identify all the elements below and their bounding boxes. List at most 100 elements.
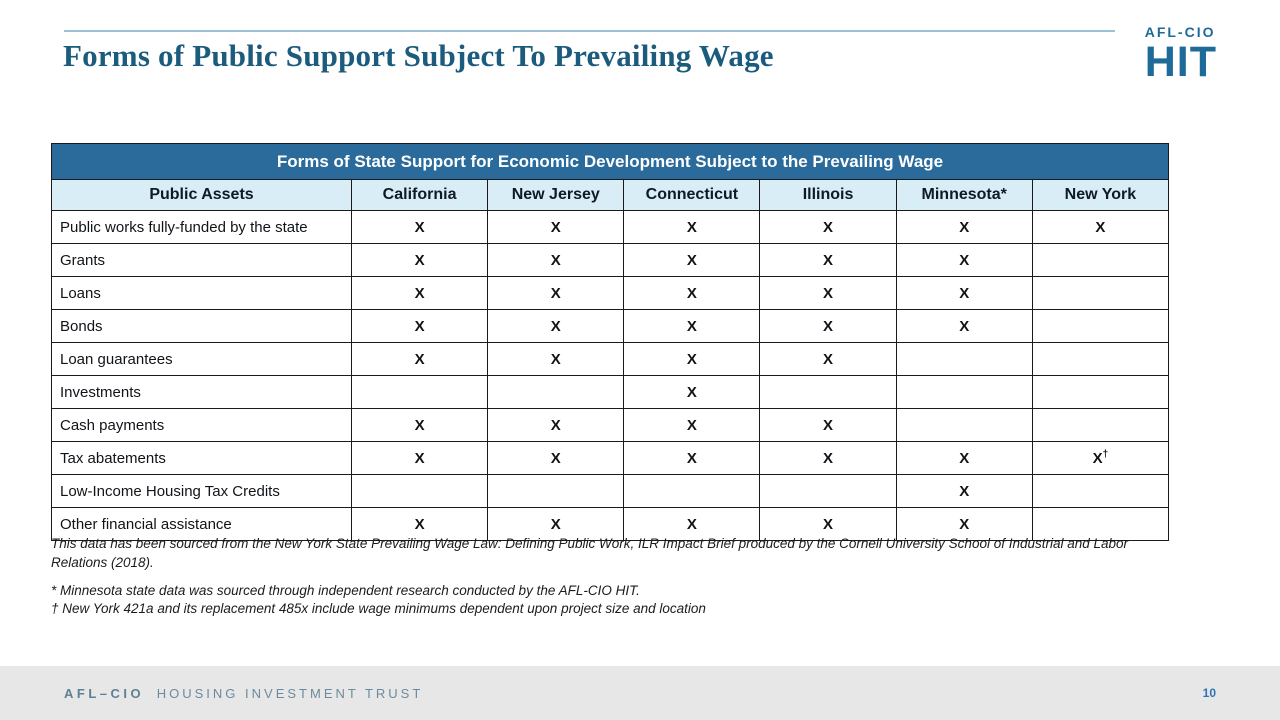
mark-cell: X [895, 210, 1033, 244]
mark-cell: X [623, 408, 761, 442]
mark-cell [487, 474, 625, 508]
mark-cell [350, 474, 489, 508]
mark-cell [350, 375, 489, 409]
mark-cell: X [895, 507, 1033, 541]
mark-cell: X [487, 276, 625, 310]
mark-cell: X [487, 507, 625, 541]
mark-cell: X [759, 243, 897, 277]
mark-cell: X [895, 474, 1033, 508]
table-row: Loan guarantees X X X X [51, 342, 1170, 376]
mark-cell [487, 375, 625, 409]
footer-brand: AFL–CIO HOUSING INVESTMENT TRUST [64, 686, 423, 701]
row-label: Investments [51, 375, 352, 409]
mark-cell: X† [1031, 441, 1170, 475]
slide-title: Forms of Public Support Subject To Preva… [63, 38, 774, 73]
row-label: Loan guarantees [51, 342, 352, 376]
mark-cell: X [623, 276, 761, 310]
column-header: Connecticut [623, 179, 761, 211]
table-row: Other financial assistance X X X X X [51, 507, 1170, 541]
column-header: New York [1031, 179, 1170, 211]
column-header: California [350, 179, 489, 211]
mark-cell [759, 375, 897, 409]
table-column-row: Public Assets California New Jersey Connect… [51, 179, 1170, 211]
mark-cell: X [623, 375, 761, 409]
mark-cell [895, 375, 1033, 409]
column-header: Minnesota* [895, 179, 1033, 211]
mark-cell: X [487, 441, 625, 475]
mark-cell: X [759, 342, 897, 376]
mark-cell: X [350, 243, 489, 277]
table-row: Loans X X X X X [51, 276, 1170, 310]
mark-cell: X [895, 441, 1033, 475]
column-header: Public Assets [51, 179, 352, 211]
mark-cell: X [487, 309, 625, 343]
mark-cell [895, 408, 1033, 442]
mark-cell [1031, 474, 1170, 508]
mark-cell: X [759, 507, 897, 541]
row-label: Public works fully-funded by the state [51, 210, 352, 244]
mark-cell: X [623, 243, 761, 277]
footer-brand-name: AFL–CIO [64, 685, 145, 701]
source-note: This data has been sourced from the New … [51, 536, 1129, 570]
row-label: Bonds [51, 309, 352, 343]
mark-cell: X [895, 276, 1033, 310]
mark-cell [1031, 375, 1170, 409]
table-row: Public works fully-funded by the state X X… [51, 210, 1170, 244]
table-row: Investments X [51, 375, 1170, 409]
mark-cell [1031, 507, 1170, 541]
mark-cell: X [350, 210, 489, 244]
mark-cell: X [350, 408, 489, 442]
mark-cell: X [895, 309, 1033, 343]
mark-cell: X [895, 243, 1033, 277]
row-label: Low-Income Housing Tax Credits [51, 474, 352, 508]
mark-cell: X [759, 276, 897, 310]
mark-cell [895, 342, 1033, 376]
mark-cell [1031, 243, 1170, 277]
mark-cell: X [350, 276, 489, 310]
table-row: Cash payments X X X X [51, 408, 1170, 442]
mark-cell: X [623, 342, 761, 376]
column-header: Illinois [759, 179, 897, 211]
mark-cell [1031, 276, 1170, 310]
row-label: Loans [51, 276, 352, 310]
mark-cell: X [759, 210, 897, 244]
row-label: Cash payments [51, 408, 352, 442]
mark-cell: X [759, 309, 897, 343]
footer-brand-tagline: HOUSING INVESTMENT TRUST [156, 685, 424, 701]
mark-cell: X [623, 309, 761, 343]
page-number: 10 [1202, 686, 1216, 700]
mark-cell: X [487, 342, 625, 376]
mark-cell: X [759, 408, 897, 442]
mark-cell: X [350, 342, 489, 376]
table-row: Grants X X X X X [51, 243, 1170, 277]
mark-cell [623, 474, 761, 508]
table-row: Low-Income Housing Tax Credits X [51, 474, 1170, 508]
column-header: New Jersey [487, 179, 625, 211]
row-label: Other financial assistance [51, 507, 352, 541]
minnesota-footnote: * Minnesota state data was sourced throu… [51, 583, 640, 598]
mark-cell: X [487, 408, 625, 442]
mark-cell: X [487, 243, 625, 277]
row-label: Tax abatements [51, 441, 352, 475]
table-row: Tax abatements X X X X X X† [51, 441, 1170, 475]
mark-cell: X [623, 210, 761, 244]
mark-cell: X [623, 507, 761, 541]
mark-cell: X [350, 441, 489, 475]
mark-cell [759, 474, 897, 508]
mark-cell [1031, 408, 1170, 442]
mark-cell [1031, 342, 1170, 376]
mark-cell: X [759, 441, 897, 475]
mark-cell: X [350, 309, 489, 343]
state-support-table: Forms of State Support for Economic Deve… [51, 143, 1170, 541]
table-title: Forms of State Support for Economic Deve… [51, 143, 1169, 180]
mark-cell: X [623, 441, 761, 475]
mark-cell: X [487, 210, 625, 244]
logo-hit-text: HIT [1144, 38, 1217, 86]
new-york-footnote: † New York 421a and its replacement 485x… [51, 601, 706, 616]
top-rule-divider [64, 30, 1115, 32]
row-label: Grants [51, 243, 352, 277]
table-row: Bonds X X X X X [51, 309, 1170, 343]
afl-cio-hit-logo: AFL-CIO HIT [1145, 25, 1217, 84]
table-title-row: Forms of State Support for Economic Deve… [51, 143, 1169, 180]
